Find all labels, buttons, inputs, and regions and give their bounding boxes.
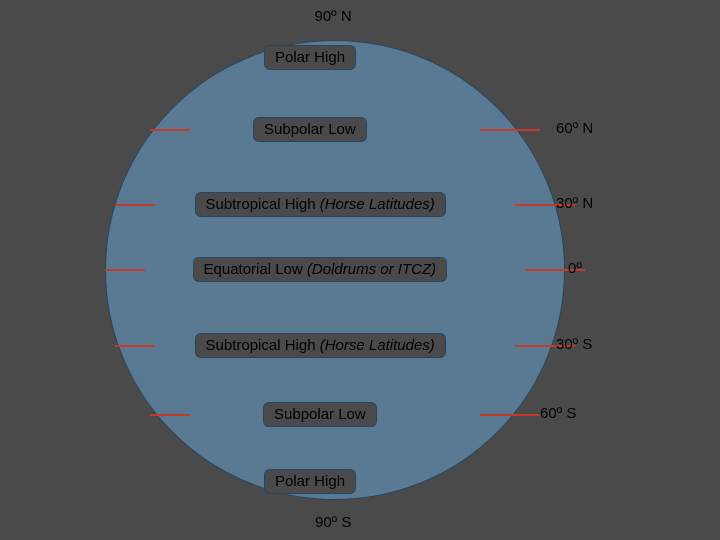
latitude-label: 60º N	[556, 120, 593, 137]
lat-line-left	[115, 345, 155, 347]
latitude-label: 60º S	[540, 405, 576, 422]
pressure-zone-label: Subpolar Low	[263, 402, 377, 427]
pressure-zone-label: Subpolar Low	[253, 117, 367, 142]
pressure-zone-label: Subtropical High (Horse Latitudes)	[195, 192, 446, 217]
latitude-label: 30º S	[556, 336, 592, 353]
pressure-zone-label: Equatorial Low (Doldrums or ITCZ)	[193, 257, 448, 282]
latitude-label: 0º	[568, 260, 582, 277]
lat-line-right	[480, 129, 540, 131]
lat-line-left	[115, 204, 155, 206]
pressure-zone-label: Polar High	[264, 45, 356, 70]
lat-line-left	[150, 129, 190, 131]
latitude-label: 30º N	[556, 195, 593, 212]
lat-line-left	[105, 269, 145, 271]
pole-label: 90º N	[315, 8, 352, 25]
pressure-zone-label: Subtropical High (Horse Latitudes)	[195, 333, 446, 358]
lat-line-left	[150, 414, 190, 416]
pressure-zone-label: Polar High	[264, 469, 356, 494]
pole-label: 90º S	[315, 514, 351, 531]
lat-line-right	[480, 414, 540, 416]
